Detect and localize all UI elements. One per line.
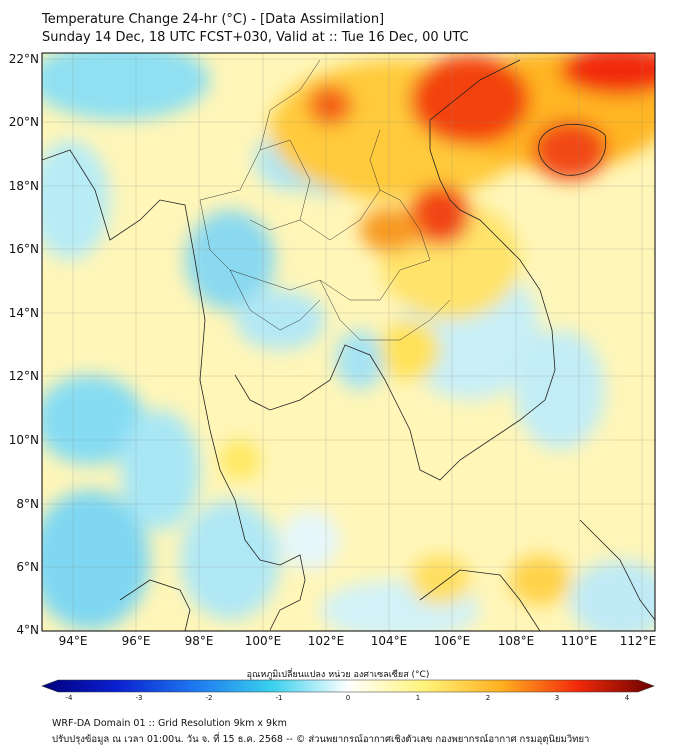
map-subtitle: Sunday 14 Dec, 18 UTC FCST+030, Valid at… [42,30,469,45]
graticule [42,53,655,631]
colorbar [41,679,655,693]
lon-label: 94°E [59,634,88,648]
colorbar-tick: -3 [136,694,143,702]
temperature-field [42,53,655,631]
lon-label: 96°E [122,634,151,648]
colorbar-tick: 0 [346,694,350,702]
lon-label: 102°E [308,634,345,648]
lat-label: 10°N [9,433,39,447]
coastlines [42,59,655,631]
colorbar-tick: 4 [625,694,630,702]
colorbar-tick: 1 [416,694,420,702]
lon-label: 110°E [561,634,598,648]
lat-label: 4°N [16,623,39,637]
lat-label: 12°N [9,369,39,383]
colorbar-tick: 3 [555,694,559,702]
lat-label: 20°N [9,115,39,129]
colorbar-title: อุณหภูมิเปลี่ยนแปลง หน่วย องศาเซลเซียส (… [246,670,430,680]
lon-label: 104°E [371,634,408,648]
colorbar-tick: -4 [66,694,74,702]
colorbar-tick: 2 [486,694,490,702]
footer-model-info: WRF-DA Domain 01 :: Grid Resolution 9km … [52,718,287,729]
footer-credit: ปรับปรุงข้อมูล ณ เวลา 01:00น. วัน จ. ที่… [52,734,590,745]
lon-label: 98°E [185,634,214,648]
lon-label: 108°E [498,634,535,648]
colorbar-tick: -1 [276,694,283,702]
province-borders [199,59,451,341]
lon-label: 106°E [434,634,471,648]
lat-label: 22°N [9,52,39,66]
lat-label: 6°N [16,560,39,574]
map-title: Temperature Change 24-hr (°C) - [Data As… [42,12,385,27]
lon-label: 112°E [620,634,657,648]
map-frame [41,52,656,632]
colorbar-tick: -2 [206,694,213,702]
lat-label: 16°N [9,242,39,256]
lat-label: 14°N [9,306,39,320]
lon-label: 100°E [245,634,282,648]
lat-label: 8°N [16,497,39,511]
lat-label: 18°N [9,179,39,193]
